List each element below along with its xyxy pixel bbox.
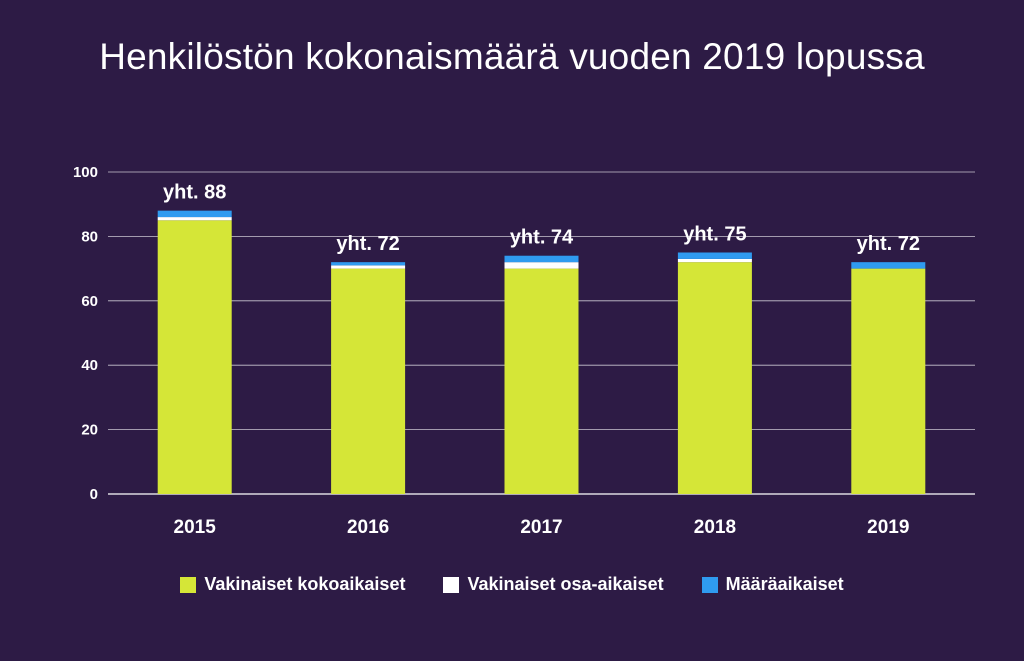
legend-swatch	[701, 576, 718, 593]
legend-label: Määräaikaiset	[725, 574, 844, 594]
y-tick-label: 40	[81, 357, 98, 374]
y-tick-label: 60	[81, 293, 98, 310]
total-label: yht. 72	[857, 233, 920, 255]
total-labels: yht. 88 yht. 72 yht. 74 yht. 75 yht. 72	[163, 182, 920, 256]
x-tick-label: 2015	[174, 517, 217, 538]
y-tick-label: 80	[81, 228, 98, 245]
bar-segment-1	[504, 268, 579, 494]
legend-item: Vakinaiset kokoaikaiset	[180, 574, 405, 595]
legend-item: Määräaikaiset	[701, 574, 844, 595]
bar-segment-3	[851, 262, 926, 269]
bar-segment-1	[331, 268, 406, 494]
chart-title: Henkilöstön kokonaismäärä vuoden 2019 lo…	[99, 36, 925, 77]
bar-segment-3	[157, 210, 232, 218]
total-label: yht. 74	[510, 227, 574, 249]
legend: Vakinaiset kokoaikaiset Vakinaiset osa-ai…	[0, 574, 1024, 595]
bar-segment-3	[677, 252, 752, 259]
y-axis-ticks: 0 20 40 60 80 100	[73, 164, 98, 503]
legend-item: Vakinaiset osa-aikaiset	[443, 574, 664, 595]
x-tick-label: 2016	[347, 517, 389, 538]
legend-label: Vakinaiset kokoaikaiset	[204, 574, 406, 594]
x-tick-label: 2018	[694, 517, 736, 538]
y-tick-label: 0	[90, 486, 98, 503]
total-label: yht. 75	[683, 224, 746, 246]
bar-segment-1	[851, 268, 926, 494]
bar-segment-1	[677, 262, 752, 494]
legend-swatch	[443, 576, 460, 593]
legend-swatch	[180, 576, 197, 593]
x-axis-labels: 2015 2016 2017 2018 2019	[174, 517, 910, 538]
bar-stacks	[157, 210, 926, 495]
bar-segment-2	[157, 217, 232, 221]
y-tick-label: 20	[81, 422, 98, 439]
bar-segment-2	[504, 262, 579, 269]
total-label: yht. 88	[163, 182, 226, 204]
x-tick-label: 2017	[520, 517, 562, 538]
bar-segment-1	[157, 220, 232, 495]
total-label: yht. 72	[336, 233, 399, 255]
y-tick-label: 100	[73, 164, 98, 181]
bar-segment-3	[504, 255, 579, 263]
x-tick-label: 2019	[867, 517, 909, 538]
legend-label: Vakinaiset osa-aikaiset	[467, 574, 664, 594]
bar-segment-2	[677, 258, 752, 263]
bar-segment-3	[331, 262, 406, 266]
bar-segment-2	[331, 265, 406, 269]
